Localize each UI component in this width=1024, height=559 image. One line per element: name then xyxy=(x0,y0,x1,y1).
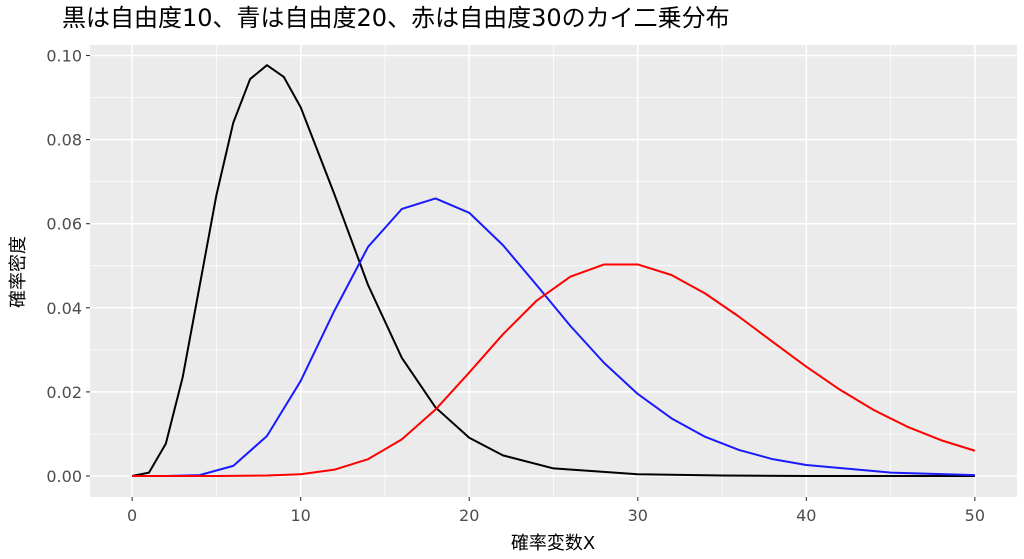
series-line-df20 xyxy=(132,197,975,477)
minor-gridlines xyxy=(90,45,1017,497)
series-line-df30 xyxy=(132,263,976,477)
y-axis-title: 確率密度 xyxy=(8,236,29,308)
series-line-df10 xyxy=(131,64,975,477)
x-tick-label: 30 xyxy=(628,506,648,525)
x-tick-label: 10 xyxy=(291,506,311,525)
y-tick-label: 0.02 xyxy=(46,383,82,402)
x-tick-label: 0 xyxy=(127,506,137,525)
x-axis-ticks: 0 10 20 30 40 50 xyxy=(127,497,985,525)
x-tick-label: 50 xyxy=(965,506,985,525)
y-tick-label: 0.00 xyxy=(46,467,82,486)
x-axis-title: 確率変数X xyxy=(511,533,595,554)
y-tick-label: 0.08 xyxy=(46,131,82,150)
y-tick-label: 0.04 xyxy=(46,299,82,318)
chart-title: 黒は自由度10、青は自由度20、赤は自由度30のカイ二乗分布 xyxy=(62,4,730,32)
x-tick-label: 20 xyxy=(459,506,479,525)
y-tick-label: 0.10 xyxy=(46,47,82,66)
major-gridlines xyxy=(90,45,1017,497)
y-axis-ticks: 0.00 0.02 0.04 0.06 0.08 0.10 xyxy=(46,47,90,486)
x-tick-label: 40 xyxy=(796,506,816,525)
y-tick-label: 0.06 xyxy=(46,215,82,234)
series-lines xyxy=(131,64,976,477)
